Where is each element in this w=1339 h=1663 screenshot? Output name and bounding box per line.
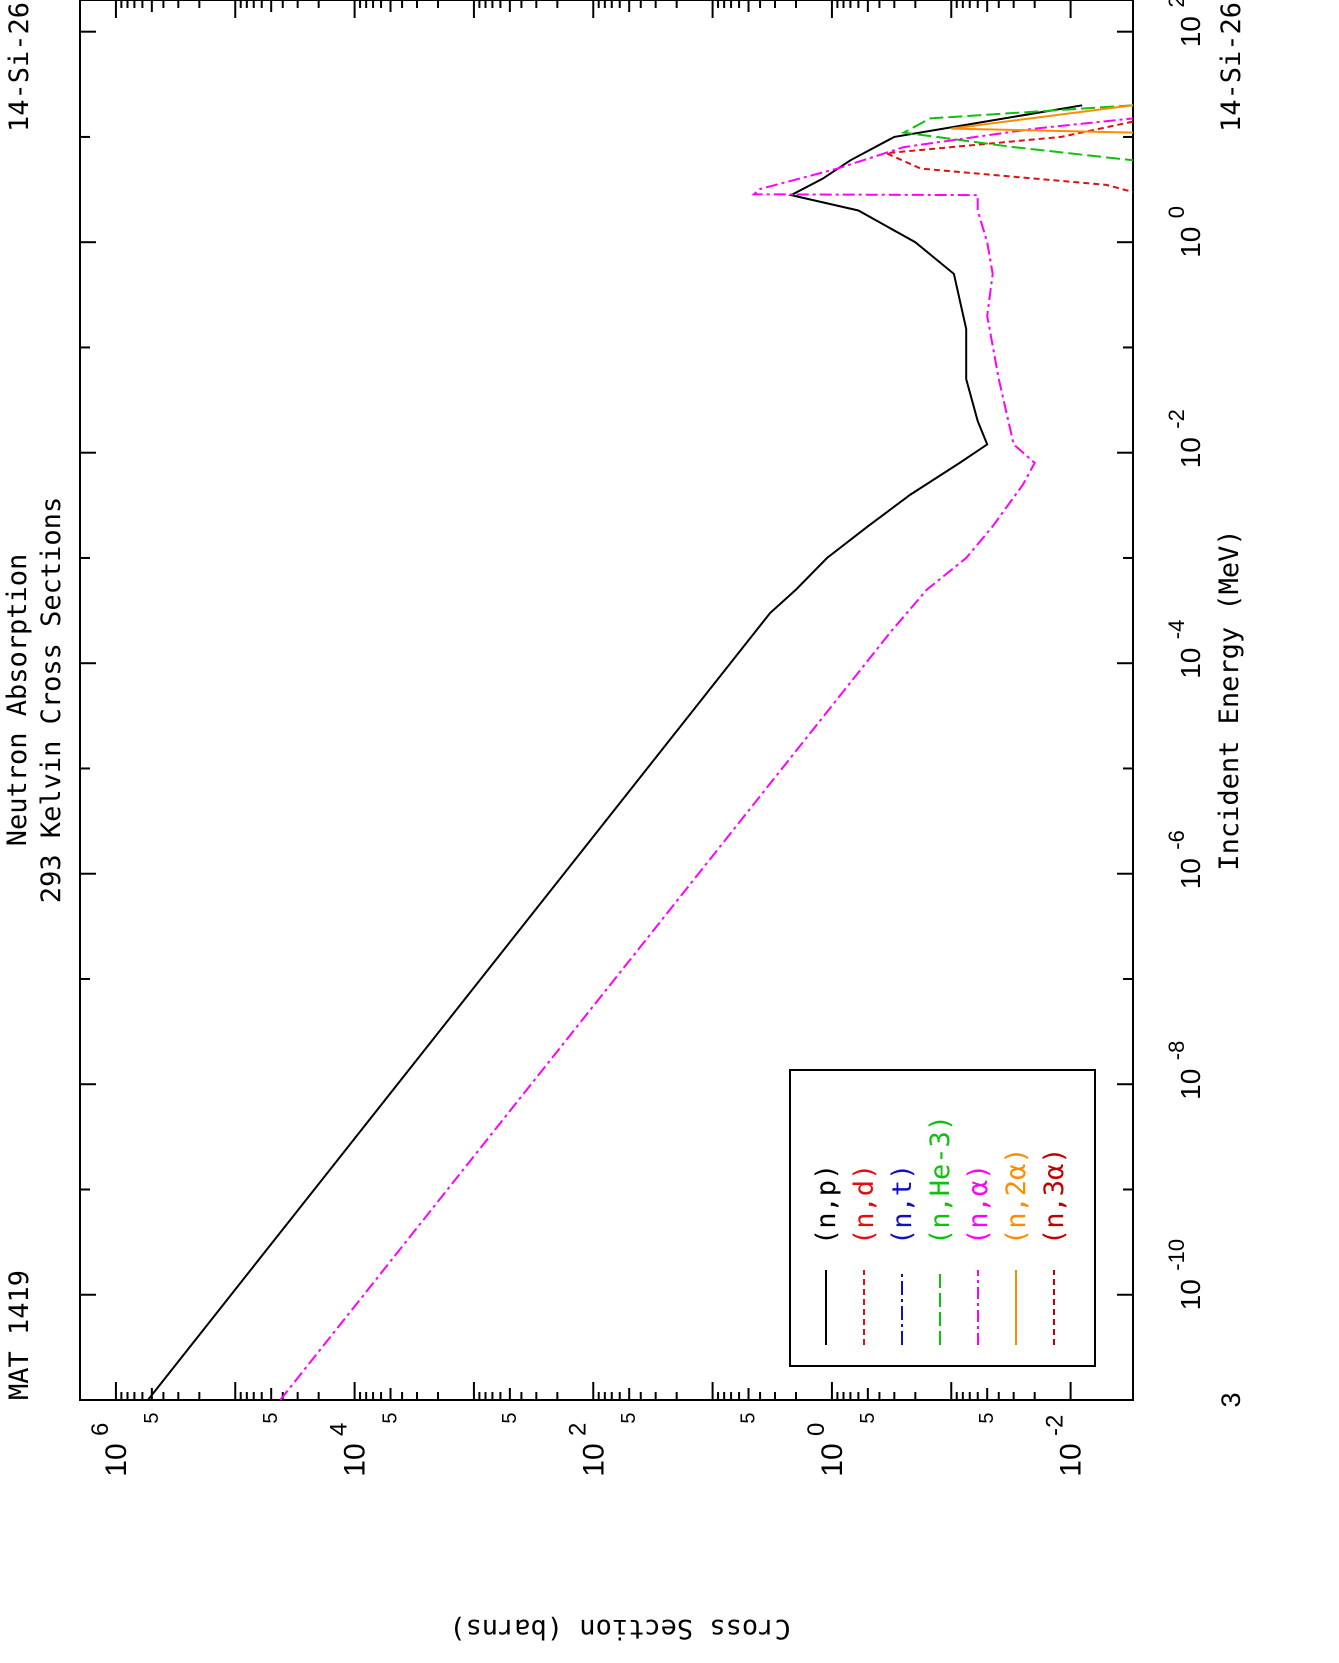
x-tick-label: 10-6 <box>1164 830 1206 889</box>
x-tick-label: 10-4 <box>1164 620 1206 679</box>
x-tick-exponent: 0 <box>1164 206 1189 218</box>
x-tick-base: 10 <box>1175 1069 1206 1100</box>
x-tick-label: 10 0 <box>1164 206 1206 258</box>
y-minor-label: 5 <box>141 1412 163 1423</box>
x-tick-label: 10-2 <box>1164 409 1206 468</box>
y-tick-exponent: 0 <box>803 1423 830 1436</box>
series-line-n-p <box>147 104 1083 1401</box>
legend-box <box>789 1069 1096 1367</box>
y-tick-base: 10 <box>816 1443 849 1476</box>
legend-label: (n,α) <box>963 1164 994 1245</box>
x-tick-exponent: -10 <box>1164 1239 1189 1271</box>
x-tick-base: 10 <box>1175 858 1206 889</box>
x-tick-start-label: 3 <box>1216 1392 1246 1407</box>
y-minor-label: 5 <box>857 1412 879 1423</box>
x-axis-title: Incident Energy (MeV) <box>1214 529 1245 870</box>
legend: (n,p) (n,d) (n,t) (n,He-3) (n,α) (n,2α) (n,3α) <box>811 1115 1070 1345</box>
x-tick-exponent: 2 <box>1164 0 1189 8</box>
y-tick-exponent: 2 <box>564 1423 591 1436</box>
x-tick-label: 10-8 <box>1164 1041 1206 1100</box>
legend-label: (n,p) <box>811 1164 842 1245</box>
y-minor-label: 5 <box>976 1412 998 1423</box>
y-tick-base: 10 <box>100 1443 133 1476</box>
x-tick-label: 10 2 <box>1164 0 1206 47</box>
y-minor-label: 5 <box>260 1412 282 1423</box>
x-tick-exponent: -2 <box>1164 409 1189 429</box>
y-minor-label: 5 <box>618 1412 640 1423</box>
y-tick-label: 10 0 <box>803 1423 849 1477</box>
legend-label: (n,d) <box>849 1164 880 1245</box>
series-line-n <box>279 117 1134 1401</box>
y-tick-exponent: 4 <box>326 1423 353 1436</box>
y-minor-label: 5 <box>499 1412 521 1423</box>
series-line-n-He-3 <box>900 104 1134 162</box>
y-tick-base: 10 <box>1055 1443 1088 1476</box>
y-minor-label: 5 <box>380 1412 402 1423</box>
y-tick-exponent: 6 <box>87 1423 114 1436</box>
series-line-n-2 <box>951 104 1134 134</box>
legend-label: (n,3α) <box>1039 1147 1070 1245</box>
y-tick-label: 10-2 <box>1042 1415 1088 1477</box>
legend-label: (n,He-3) <box>925 1115 956 1245</box>
y-tick-base: 10 <box>577 1443 610 1476</box>
y-minor-label: 5 <box>738 1412 760 1423</box>
x-tick-exponent: -6 <box>1164 830 1189 850</box>
y-tick-exponent: -2 <box>1042 1415 1069 1436</box>
x-tick-base: 10 <box>1175 16 1206 47</box>
x-tick-exponent: -4 <box>1164 620 1189 640</box>
x-tick-base: 10 <box>1175 227 1206 258</box>
y-tick-label: 10 4 <box>326 1423 372 1477</box>
x-tick-exponent: -8 <box>1164 1041 1189 1061</box>
material-label-bottom: 14-Si-26 <box>1216 2 1247 132</box>
chart-subtitle: 293 Kelvin Cross Sections <box>36 497 67 903</box>
series-line-n-d <box>882 120 1134 193</box>
y-tick-label: 10 2 <box>564 1423 610 1477</box>
x-tick-base: 10 <box>1175 648 1206 679</box>
series-lines <box>147 104 1134 1401</box>
y-tick-base: 10 <box>339 1443 372 1476</box>
y-axis-title: Cross Section (barns) <box>449 1613 790 1644</box>
legend-label: (n,2α) <box>1001 1147 1032 1245</box>
x-tick-label: 10-10 <box>1164 1239 1206 1310</box>
material-label-top: 14-Si-26 <box>4 2 35 132</box>
x-tick-base: 10 <box>1175 1279 1206 1310</box>
axis-ticks: 10-1010-810-610-410-21001021061041021001… <box>79 0 1206 1477</box>
legend-label: (n,t) <box>887 1164 918 1245</box>
mat-label: MAT 1419 <box>4 1270 35 1400</box>
x-tick-base: 10 <box>1175 437 1206 468</box>
chart-title: Neutron Absorption <box>2 554 33 847</box>
y-tick-label: 10 6 <box>87 1423 133 1477</box>
plot-frame <box>79 0 1134 1401</box>
